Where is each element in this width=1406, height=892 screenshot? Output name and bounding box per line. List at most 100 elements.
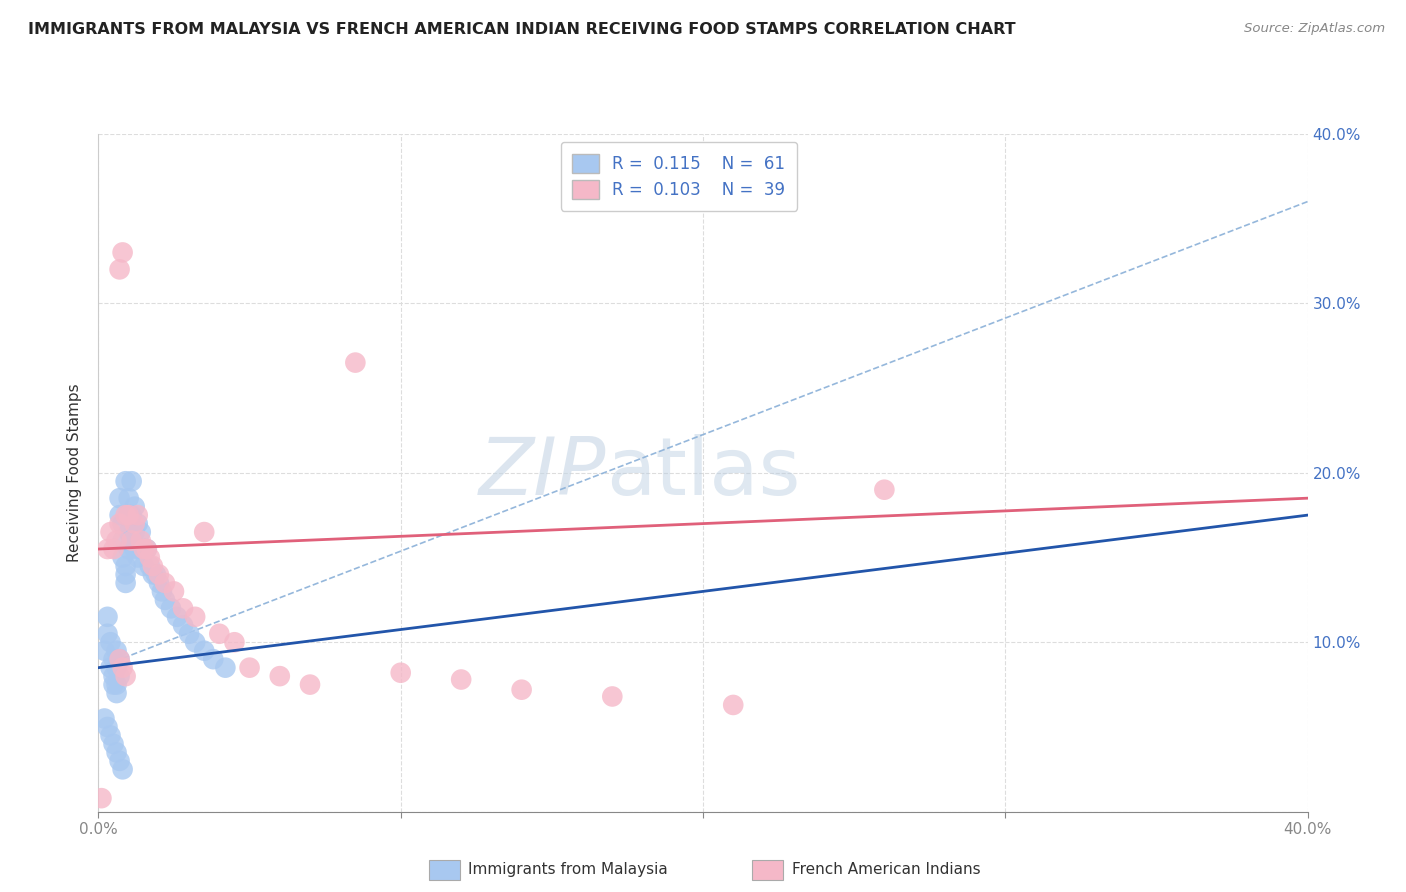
Point xyxy=(111,550,134,565)
Point xyxy=(166,610,188,624)
Point xyxy=(184,610,207,624)
Point xyxy=(153,592,176,607)
Point xyxy=(100,524,122,539)
Point xyxy=(150,584,173,599)
Point xyxy=(118,508,141,523)
Point xyxy=(299,678,322,692)
Text: Immigrants from Malaysia: Immigrants from Malaysia xyxy=(468,863,668,877)
Point xyxy=(139,558,162,574)
Point xyxy=(111,762,134,776)
Point xyxy=(124,541,146,557)
Point xyxy=(184,635,207,649)
Point xyxy=(142,558,165,574)
Point xyxy=(172,618,194,632)
Point xyxy=(132,541,155,557)
Point xyxy=(121,508,143,523)
Point xyxy=(124,516,146,531)
Point xyxy=(108,508,131,523)
Legend: R =  0.115    N =  61, R =  0.103    N =  39: R = 0.115 N = 61, R = 0.103 N = 39 xyxy=(561,142,797,211)
Point xyxy=(105,678,128,692)
Point xyxy=(127,550,149,565)
Point xyxy=(118,524,141,539)
Text: Source: ZipAtlas.com: Source: ZipAtlas.com xyxy=(1244,22,1385,36)
Point xyxy=(108,491,131,505)
Point xyxy=(723,698,745,712)
Point xyxy=(121,533,143,548)
Point xyxy=(193,524,215,539)
Point xyxy=(389,665,412,680)
Point xyxy=(100,660,122,674)
Text: French American Indians: French American Indians xyxy=(792,863,980,877)
Point xyxy=(103,737,125,751)
Point xyxy=(121,533,143,548)
Point xyxy=(124,524,146,539)
Point xyxy=(111,516,134,531)
Point xyxy=(139,550,162,565)
Point xyxy=(108,652,131,666)
Point xyxy=(96,610,118,624)
Point xyxy=(145,567,167,582)
Point xyxy=(105,533,128,548)
Text: atlas: atlas xyxy=(606,434,800,512)
Point xyxy=(873,483,896,497)
Point xyxy=(90,791,112,805)
Point xyxy=(160,601,183,615)
Y-axis label: Receiving Food Stamps: Receiving Food Stamps xyxy=(67,384,83,562)
Point xyxy=(114,576,136,591)
Point xyxy=(239,660,262,674)
Point xyxy=(602,690,624,704)
Point xyxy=(129,533,152,548)
Point xyxy=(103,669,125,683)
Point xyxy=(108,652,131,666)
Point xyxy=(214,660,236,674)
Point xyxy=(105,644,128,658)
Point xyxy=(118,491,141,505)
Point xyxy=(269,669,291,683)
Point xyxy=(127,508,149,523)
Point xyxy=(100,728,122,742)
Point xyxy=(172,601,194,615)
Point xyxy=(114,558,136,574)
Text: IMMIGRANTS FROM MALAYSIA VS FRENCH AMERICAN INDIAN RECEIVING FOOD STAMPS CORRELA: IMMIGRANTS FROM MALAYSIA VS FRENCH AMERI… xyxy=(28,22,1015,37)
Point xyxy=(105,660,128,674)
Point xyxy=(132,541,155,557)
Point xyxy=(202,652,225,666)
Point xyxy=(114,475,136,489)
Point xyxy=(114,508,136,523)
Point xyxy=(163,584,186,599)
Point xyxy=(450,673,472,687)
Point xyxy=(148,567,170,582)
Point xyxy=(208,626,231,640)
Point xyxy=(100,635,122,649)
Point xyxy=(111,245,134,260)
Point xyxy=(124,500,146,514)
Point xyxy=(114,669,136,683)
Point xyxy=(96,541,118,557)
Point xyxy=(93,644,115,658)
Point xyxy=(103,652,125,666)
Point xyxy=(129,541,152,557)
Point xyxy=(103,541,125,557)
Point xyxy=(118,508,141,523)
Point xyxy=(135,541,157,557)
Text: ZIP: ZIP xyxy=(479,434,606,512)
Point xyxy=(193,644,215,658)
Point xyxy=(344,355,367,369)
Point xyxy=(114,567,136,582)
Point xyxy=(148,576,170,591)
Point xyxy=(132,558,155,574)
Point xyxy=(179,626,201,640)
Point xyxy=(108,754,131,768)
Point xyxy=(108,669,131,683)
Point xyxy=(105,686,128,700)
Point xyxy=(135,541,157,557)
Point xyxy=(105,746,128,760)
Point xyxy=(118,541,141,557)
Point xyxy=(111,660,134,674)
Point xyxy=(96,720,118,734)
Point xyxy=(108,262,131,277)
Point xyxy=(224,635,246,649)
Point xyxy=(127,516,149,531)
Point xyxy=(96,626,118,640)
Point xyxy=(111,533,134,548)
